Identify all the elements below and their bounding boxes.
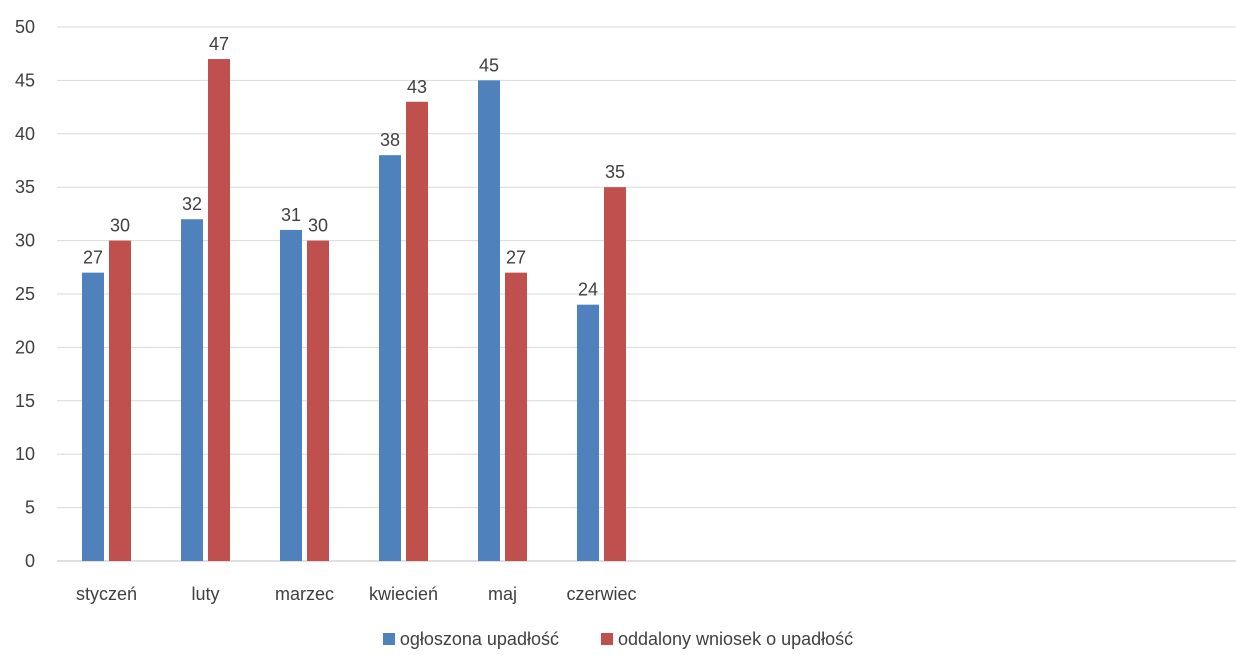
y-tick-label-20: 20 xyxy=(15,337,35,357)
legend-item-series-1: ogłoszona upadłość xyxy=(382,628,559,650)
x-tick-label-2: marzec xyxy=(275,584,334,604)
data-label-series-2-2: 30 xyxy=(308,216,328,236)
legend: ogłoszona upadłość oddalony wniosek o up… xyxy=(0,628,1236,650)
y-tick-label-30: 30 xyxy=(15,231,35,251)
y-tick-label-5: 5 xyxy=(25,498,35,518)
y-tick-label-40: 40 xyxy=(15,124,35,144)
bar-series-2-5 xyxy=(604,187,626,561)
x-tick-label-0: styczeń xyxy=(76,584,137,604)
data-label-series-2-3: 43 xyxy=(407,77,427,97)
bar-series-1-4 xyxy=(478,80,500,562)
y-tick-label-35: 35 xyxy=(15,177,35,197)
legend-label-series-2: oddalony wniosek o upadłość xyxy=(617,629,854,649)
y-tick-label-45: 45 xyxy=(15,70,35,90)
legend-label-series-1: ogłoszona upadłość xyxy=(399,629,559,649)
x-axis-tick-labels: styczeń luty marzec kwiecień maj czerwiec xyxy=(76,584,637,604)
bar-series-1-0 xyxy=(82,272,104,561)
data-label-series-2-0: 30 xyxy=(110,216,130,236)
y-tick-label-50: 50 xyxy=(15,17,35,37)
data-label-series-2-1: 47 xyxy=(209,34,229,54)
data-labels: 27 30 32 47 31 30 38 43 45 27 24 35 xyxy=(83,34,625,300)
y-axis-tick-labels: 0 5 10 15 20 25 30 35 40 45 50 xyxy=(15,17,35,571)
y-tick-label-0: 0 xyxy=(25,551,35,571)
y-tick-label-25: 25 xyxy=(15,284,35,304)
data-label-series-1-2: 31 xyxy=(281,205,301,225)
x-tick-label-5: czerwiec xyxy=(566,584,636,604)
bar-series-2-1 xyxy=(208,59,230,561)
data-label-series-1-1: 32 xyxy=(182,194,202,214)
bar-series-1-1 xyxy=(181,219,203,562)
bar-series-1-3 xyxy=(379,155,401,561)
gridlines xyxy=(57,26,1236,562)
x-tick-label-1: luty xyxy=(191,584,219,604)
data-label-series-2-5: 35 xyxy=(605,162,625,182)
y-tick-label-15: 15 xyxy=(15,391,35,411)
data-label-series-1-4: 45 xyxy=(479,55,499,75)
bar-series-2-4 xyxy=(505,272,527,561)
y-tick-label-10: 10 xyxy=(15,444,35,464)
bar-series-2-2 xyxy=(307,240,329,561)
data-label-series-1-5: 24 xyxy=(578,280,598,300)
x-tick-label-4: maj xyxy=(488,584,517,604)
bars xyxy=(82,59,626,562)
data-label-series-2-4: 27 xyxy=(506,248,526,268)
legend-item-series-2: oddalony wniosek o upadłość xyxy=(600,628,854,650)
bar-series-1-5 xyxy=(577,304,599,561)
data-label-series-1-3: 38 xyxy=(380,130,400,150)
legend-swatch-series-2 xyxy=(600,633,613,645)
bar-series-1-2 xyxy=(280,229,302,562)
data-label-series-1-0: 27 xyxy=(83,248,103,268)
x-tick-label-3: kwiecień xyxy=(369,584,438,604)
legend-swatch-series-1 xyxy=(382,633,395,645)
bar-series-2-0 xyxy=(109,240,131,561)
bar-series-2-3 xyxy=(406,101,428,561)
